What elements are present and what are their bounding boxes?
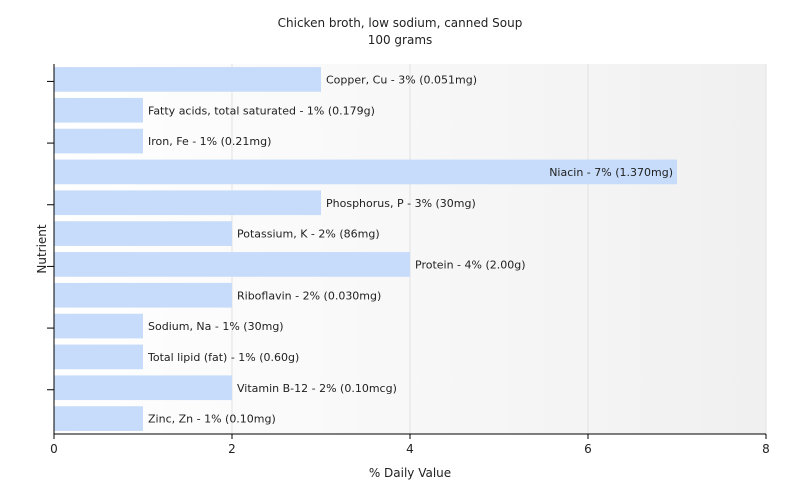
- chart-title: Chicken broth, low sodium, canned Soup: [278, 16, 523, 30]
- bar-label: Protein - 4% (2.00g): [415, 258, 526, 271]
- bar: [54, 190, 321, 216]
- chart-subtitle: 100 grams: [368, 33, 433, 47]
- bar: [54, 221, 232, 246]
- bar: [54, 282, 232, 308]
- x-tick-label: 8: [762, 442, 770, 456]
- bar: [54, 375, 232, 401]
- bar: [54, 313, 143, 339]
- x-tick-label: 4: [406, 442, 414, 456]
- x-tick-label: 2: [228, 442, 236, 456]
- x-axis-label: % Daily Value: [369, 466, 451, 480]
- bar-label: Zinc, Zn - 1% (0.10mg): [148, 413, 276, 426]
- bar: [54, 344, 143, 370]
- grid-lines: [231, 64, 767, 434]
- bar-label: Iron, Fe - 1% (0.21mg): [148, 135, 271, 148]
- bar-label: Copper, Cu - 3% (0.051mg): [326, 73, 477, 86]
- bar-label: Fatty acids, total saturated - 1% (0.179…: [148, 104, 375, 117]
- bar-label: Vitamin B-12 - 2% (0.10mcg): [237, 382, 397, 395]
- bar-label: Total lipid (fat) - 1% (0.60g): [147, 351, 299, 364]
- bar: [54, 67, 321, 92]
- bar-label: Phosphorus, P - 3% (30mg): [326, 197, 476, 210]
- x-tick-label: 6: [584, 442, 592, 456]
- bar-label: Potassium, K - 2% (86mg): [237, 228, 380, 241]
- bar-label: Riboflavin - 2% (0.030mg): [237, 289, 381, 302]
- bar: [54, 159, 677, 185]
- bar: [54, 406, 143, 431]
- bar-label: Niacin - 7% (1.370mg): [549, 166, 673, 179]
- bars: Copper, Cu - 3% (0.051mg) Fatty acids, to…: [54, 67, 677, 431]
- x-tick-label: 0: [50, 442, 58, 456]
- bar: [54, 97, 143, 123]
- axes: 0 2 4 6 8: [47, 64, 770, 456]
- bar: [54, 128, 143, 154]
- bar: [54, 252, 410, 277]
- bar-label: Sodium, Na - 1% (30mg): [148, 320, 284, 333]
- y-axis-label: Nutrient: [35, 224, 49, 274]
